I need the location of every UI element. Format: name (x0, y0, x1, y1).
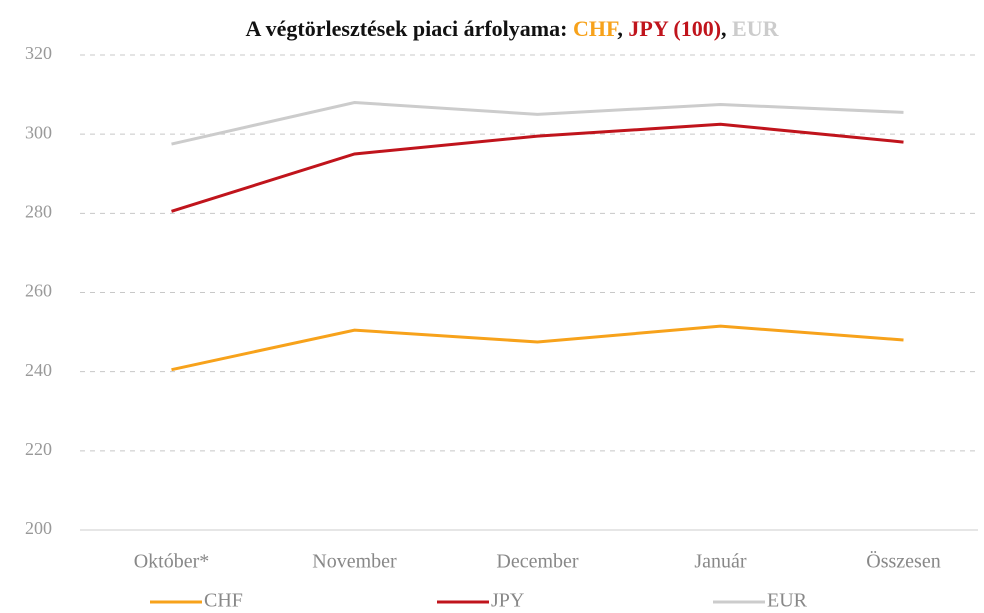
x-tick-label: December (496, 551, 579, 573)
x-tick-label: Összesen (866, 550, 940, 573)
y-tick-label: 220 (25, 439, 52, 459)
x-tick-label: Október* (134, 551, 210, 573)
title-part: A végtörlesztések piaci árfolyama: (245, 16, 572, 41)
series-line (171, 324, 904, 372)
y-tick-label: 300 (25, 122, 52, 142)
y-tick-label: 280 (25, 201, 52, 221)
chart-title: A végtörlesztések piaci árfolyama: CHF, … (245, 16, 779, 41)
title-part: , (617, 16, 628, 41)
title-part: , (721, 16, 732, 41)
series-line (171, 100, 904, 146)
y-tick-label: 240 (25, 360, 52, 380)
series-line (171, 122, 904, 213)
title-part: EUR (732, 16, 780, 41)
y-tick-label: 320 (25, 43, 52, 63)
x-tick-label: Január (694, 551, 747, 573)
title-part: JPY (100) (628, 16, 721, 41)
title-part: CHF (573, 16, 619, 41)
y-tick-label: 200 (25, 518, 52, 538)
x-tick-label: November (312, 551, 397, 573)
legend-label: EUR (767, 590, 808, 612)
y-tick-label: 260 (25, 281, 52, 301)
legend-label: JPY (491, 590, 524, 612)
legend-label: CHF (204, 590, 243, 612)
